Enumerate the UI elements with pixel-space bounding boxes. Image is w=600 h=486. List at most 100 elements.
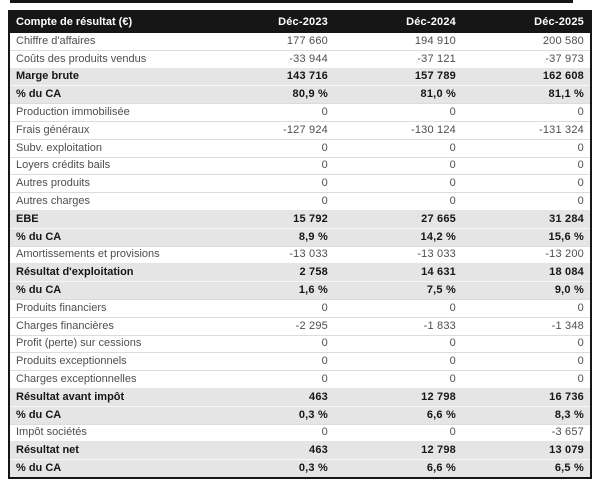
table-row: Chiffre d'affaires 177 660 194 910 200 5… <box>10 33 590 50</box>
cell-value: 6,6 % <box>426 462 456 475</box>
row-label: Coûts des produits vendus <box>16 53 147 65</box>
row-label: Charges financières <box>16 320 114 332</box>
cell-value: 15 792 <box>293 212 328 225</box>
cell-value: -33 944 <box>289 52 328 65</box>
cell-value: 0 <box>449 141 456 154</box>
cell-value: -3 657 <box>551 426 584 439</box>
row-label: Subv. exploitation <box>16 142 103 154</box>
row-label: Amortissements et provisions <box>16 249 160 261</box>
table-row: Subv. exploitation 0 0 0 <box>10 138 590 157</box>
cell-value: 0 <box>577 355 584 368</box>
cell-value: 8,9 % <box>298 230 328 243</box>
row-label: Autres charges <box>16 196 90 208</box>
cell-value: 143 716 <box>286 70 328 83</box>
cell-value: -130 124 <box>410 123 456 136</box>
cell-value: 27 665 <box>421 212 456 225</box>
table-row: Résultat net 463 12 798 13 079 <box>10 441 590 460</box>
row-label: EBE <box>16 213 39 225</box>
row-label: Frais généraux <box>16 124 90 136</box>
cell-value: 0 <box>449 301 456 314</box>
cell-value: 18 084 <box>549 266 584 279</box>
table-row: Produits exceptionnels 0 0 0 <box>10 352 590 371</box>
row-label: Produits exceptionnels <box>16 356 127 368</box>
cell-value: 0 <box>321 373 328 386</box>
cell-value: 0 <box>577 159 584 172</box>
cell-value: 14 631 <box>421 266 456 279</box>
table-row: Marge brute 143 716 157 789 162 608 <box>10 67 590 86</box>
cell-value: -13 200 <box>545 248 584 261</box>
cropped-top-edge <box>10 0 573 3</box>
cell-value: 0 <box>577 337 584 350</box>
table-row: Loyers crédits bails 0 0 0 <box>10 156 590 175</box>
cell-value: 0 <box>577 141 584 154</box>
row-label: Loyers crédits bails <box>16 160 111 172</box>
cell-value: -2 295 <box>295 319 328 332</box>
income-statement-table: Compte de résultat (€) Déc-2023 Déc-2024… <box>8 10 592 479</box>
row-label: % du CA <box>16 409 62 421</box>
cell-value: 0 <box>321 195 328 208</box>
cell-value: -13 033 <box>289 248 328 261</box>
cell-value: 15,6 % <box>548 230 584 243</box>
row-label: % du CA <box>16 285 62 297</box>
cell-value: -37 973 <box>545 52 584 65</box>
table-row: Résultat avant impôt 463 12 798 16 736 <box>10 387 590 406</box>
cell-value: 162 608 <box>542 70 584 83</box>
row-label: Résultat d'exploitation <box>16 267 134 279</box>
cell-value: 0 <box>449 373 456 386</box>
table-row: Résultat d'exploitation 2 758 14 631 18 … <box>10 263 590 282</box>
row-label: Produits financiers <box>16 302 107 314</box>
cell-value: 8,3 % <box>554 408 584 421</box>
cell-value: 157 789 <box>414 70 456 83</box>
table-row: EBE 15 792 27 665 31 284 <box>10 209 590 228</box>
row-label: Résultat avant impôt <box>16 391 125 403</box>
cell-value: 7,5 % <box>426 284 456 297</box>
cell-value: 463 <box>309 390 328 403</box>
table-row: % du CA 80,9 % 81,0 % 81,1 % <box>10 85 590 104</box>
cell-value: 1,6 % <box>298 284 328 297</box>
row-label: Charges exceptionnelles <box>16 374 137 386</box>
table-row: Produits financiers 0 0 0 <box>10 298 590 317</box>
cell-value: 0 <box>577 106 584 119</box>
table-row: % du CA 0,3 % 6,6 % 6,5 % <box>10 459 590 477</box>
row-label: Production immobilisée <box>16 107 130 119</box>
cell-value: 12 798 <box>421 444 456 457</box>
cell-value: 463 <box>309 444 328 457</box>
cell-value: 0 <box>449 106 456 119</box>
cell-value: 0,3 % <box>298 408 328 421</box>
row-label: Impôt sociétés <box>16 427 87 439</box>
cell-value: 0 <box>449 159 456 172</box>
row-label: % du CA <box>16 89 62 101</box>
table-row: Amortissements et provisions -13 033 -13… <box>10 245 590 264</box>
table-body: Chiffre d'affaires 177 660 194 910 200 5… <box>10 33 590 477</box>
table-row: Impôt sociétés 0 0 -3 657 <box>10 423 590 442</box>
cell-value: 0 <box>321 177 328 190</box>
cell-value: 0 <box>577 177 584 190</box>
cell-value: -13 033 <box>417 248 456 261</box>
cell-value: 14,2 % <box>420 230 456 243</box>
cell-value: 0 <box>449 426 456 439</box>
cell-value: -127 924 <box>282 123 328 136</box>
cell-value: 0 <box>321 159 328 172</box>
cell-value: 0 <box>321 141 328 154</box>
table-row: % du CA 8,9 % 14,2 % 15,6 % <box>10 227 590 246</box>
table-row: Coûts des produits vendus -33 944 -37 12… <box>10 49 590 68</box>
table-row: Charges exceptionnelles 0 0 0 <box>10 370 590 388</box>
cell-value: 81,1 % <box>548 88 584 101</box>
cell-value: 194 910 <box>414 34 456 47</box>
cell-value: -1 833 <box>423 319 456 332</box>
header-year-cell-2024: Déc-2024 <box>406 16 456 28</box>
row-label: Résultat net <box>16 445 79 457</box>
header-year-cell-2023: Déc-2023 <box>278 16 328 28</box>
cell-value: -37 121 <box>417 52 456 65</box>
cell-value: 9,0 % <box>554 284 584 297</box>
row-label: % du CA <box>16 231 62 243</box>
cell-value: 6,5 % <box>554 462 584 475</box>
table-row: % du CA 0,3 % 6,6 % 8,3 % <box>10 405 590 424</box>
header-year-cell-2025: Déc-2025 <box>534 16 584 28</box>
cell-value: 80,9 % <box>292 88 328 101</box>
cell-value: 0 <box>577 195 584 208</box>
cell-value: 6,6 % <box>426 408 456 421</box>
cell-value: 81,0 % <box>420 88 456 101</box>
cell-value: 2 758 <box>299 266 328 279</box>
cell-value: 0,3 % <box>298 462 328 475</box>
